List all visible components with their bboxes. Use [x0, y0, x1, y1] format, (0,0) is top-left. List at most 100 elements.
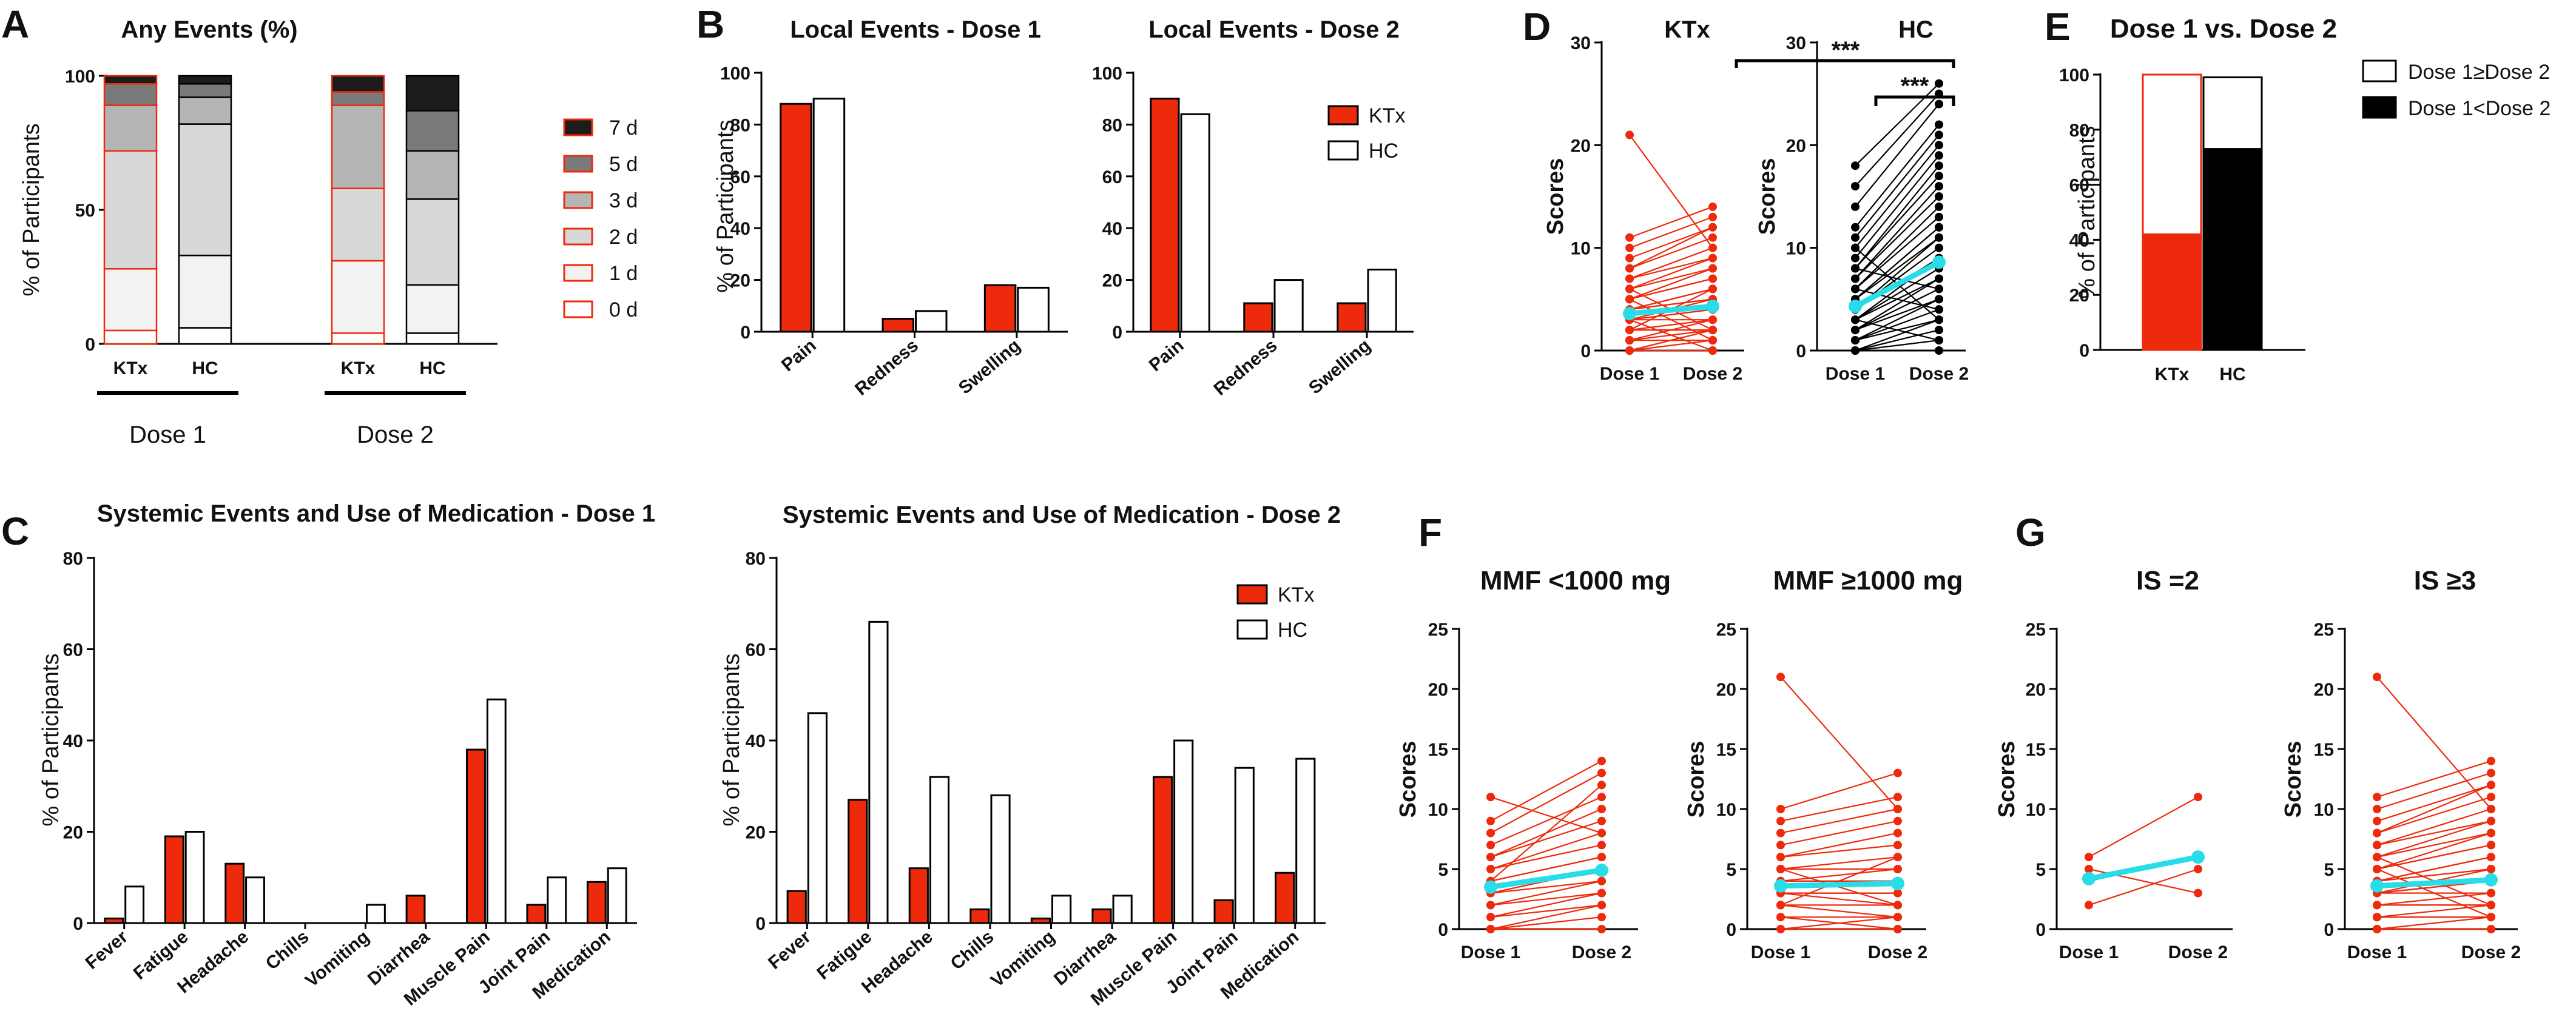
mean-point-dose1: [1623, 307, 1636, 321]
point-dose2: [2487, 865, 2495, 873]
point-dose1: [1851, 336, 1860, 345]
point-dose2: [2487, 841, 2495, 850]
legend-swatch-lt: [2362, 96, 2397, 119]
point-dose1: [1851, 233, 1860, 242]
legend-label-ktx: KTx: [1369, 104, 1405, 127]
point-dose2: [1597, 768, 1606, 777]
bar-ktx-medication: [586, 881, 607, 924]
point-dose1: [1776, 925, 1785, 933]
x-tick-label: Dose 1: [1600, 364, 1659, 384]
point-dose2: [1893, 768, 1902, 777]
significance-brackets: *** ***: [1735, 37, 1955, 106]
y-tick-label: 60: [1102, 167, 1122, 187]
chart-title: MMF <1000 mg: [1480, 566, 1671, 596]
pair-line: [2376, 760, 2492, 798]
y-axis-label: Scores: [1994, 741, 2020, 818]
stack-segment-3d: [405, 150, 460, 200]
pair-line: [1629, 226, 1713, 259]
sig-ktx-vs-hc: ***: [1832, 37, 1860, 64]
point-dose1: [1625, 264, 1634, 273]
point-dose1: [2373, 853, 2381, 862]
y-tick-label: 60: [63, 640, 83, 660]
point-dose1: [1486, 865, 1495, 873]
bar-hc-fatigue: [184, 831, 205, 924]
point-dose1: [2373, 925, 2381, 933]
y-tick-label: 20: [730, 271, 750, 291]
point-dose1: [1851, 315, 1860, 324]
chart-dose1-vs-dose2: 0 20 40 60 80 100 Dose 1 vs. Dose 2 % of Partic…: [2059, 14, 2551, 385]
y-tick-label: 20: [1102, 271, 1122, 291]
point-dose1: [1851, 243, 1860, 252]
pair-line: [2376, 856, 2492, 882]
stack-segment-7d: [331, 75, 385, 93]
point-dose1: [1851, 161, 1860, 170]
y-axis-label: Scores: [1395, 741, 1421, 818]
bar-ktx-redness: [882, 318, 914, 333]
point-dose2: [1708, 284, 1717, 294]
y-axis-label: Scores: [1684, 741, 1709, 818]
y-tick-label: 100: [1092, 64, 1122, 84]
chart-scores-hc: 0 10 20 30 HC Scores Dose 1 Dose 2: [1755, 16, 1969, 384]
x-tick-label: Pain: [1145, 335, 1188, 375]
x-tick-label: Dose 1: [2347, 942, 2407, 962]
legend-swatch-ge: [2362, 59, 2397, 82]
mean-point-dose2: [1932, 255, 1946, 269]
x-tick-label: Redness: [851, 335, 922, 400]
pair-line: [1855, 155, 1940, 259]
stack-segment-1d: [178, 254, 232, 329]
y-tick-label: 20: [2026, 680, 2046, 700]
point-dose2: [2487, 925, 2495, 933]
point-dose2: [1597, 841, 1606, 850]
y-tick-label: 40: [1102, 219, 1122, 239]
point-dose1: [1776, 913, 1785, 922]
y-tick-label: 100: [720, 64, 750, 84]
y-tick-label: 0: [740, 323, 750, 343]
stack-segment-2d: [405, 198, 460, 286]
pair-line: [1855, 134, 1940, 238]
x-tick-label: Dose 2: [2168, 942, 2228, 962]
bar-ktx-diarrhea: [1091, 908, 1112, 924]
point-dose2: [1708, 233, 1717, 242]
stack-segment-0d: [405, 332, 460, 345]
point-dose2: [1935, 182, 1943, 191]
pair-line: [1855, 124, 1940, 228]
pair-line: [1855, 329, 1940, 352]
point-dose1: [2373, 865, 2381, 873]
pair-line: [1629, 237, 1713, 269]
chart-systemic-events-dose1: 0 20 40 60 80 Systemic Events and Use of Medi…: [38, 500, 655, 1010]
point-dose2: [2487, 781, 2495, 790]
bar-hc-fever: [124, 885, 145, 924]
chart-title: KTx: [1664, 16, 1710, 43]
panel-label-c: C: [1, 509, 29, 553]
y-axis-label: Scores: [1543, 158, 1568, 235]
point-dose2: [2194, 793, 2202, 802]
pair-line: [1629, 267, 1713, 300]
chart-title: Systemic Events and Use of Medication - …: [783, 502, 1341, 528]
bar-ktx-headache: [224, 862, 245, 924]
point-dose1: [1486, 901, 1495, 910]
pair-line: [1629, 298, 1713, 311]
point-dose1: [2373, 793, 2381, 802]
pair-line: [1490, 904, 1602, 930]
point-dose2: [1935, 192, 1943, 201]
x-tick-label: Fever: [764, 927, 815, 973]
point-dose1: [1851, 202, 1860, 211]
sig-dose1-vs-dose2: ***: [1901, 73, 1929, 99]
x-tick-label: Vomiting: [987, 927, 1059, 991]
y-tick-label: 0: [2035, 920, 2046, 940]
group-label: Dose 1: [129, 421, 206, 448]
pair-line: [1855, 226, 1940, 300]
point-dose1: [1486, 793, 1495, 802]
legend-label-ktx: KTx: [1278, 583, 1314, 606]
point-dose2: [1935, 79, 1943, 88]
pair-line: [2088, 796, 2199, 858]
x-tick-label: Chills: [262, 927, 313, 974]
point-dose2: [1597, 853, 1606, 862]
point-dose2: [1893, 793, 1902, 802]
legend-swatch-3d: [563, 191, 593, 209]
bar-ktx-diarrhea: [405, 895, 426, 924]
bar-hc-redness: [915, 310, 948, 333]
bar-hc-swelling: [1367, 269, 1397, 333]
pair-line: [1490, 892, 1602, 906]
y-tick-label: 10: [2314, 800, 2334, 820]
